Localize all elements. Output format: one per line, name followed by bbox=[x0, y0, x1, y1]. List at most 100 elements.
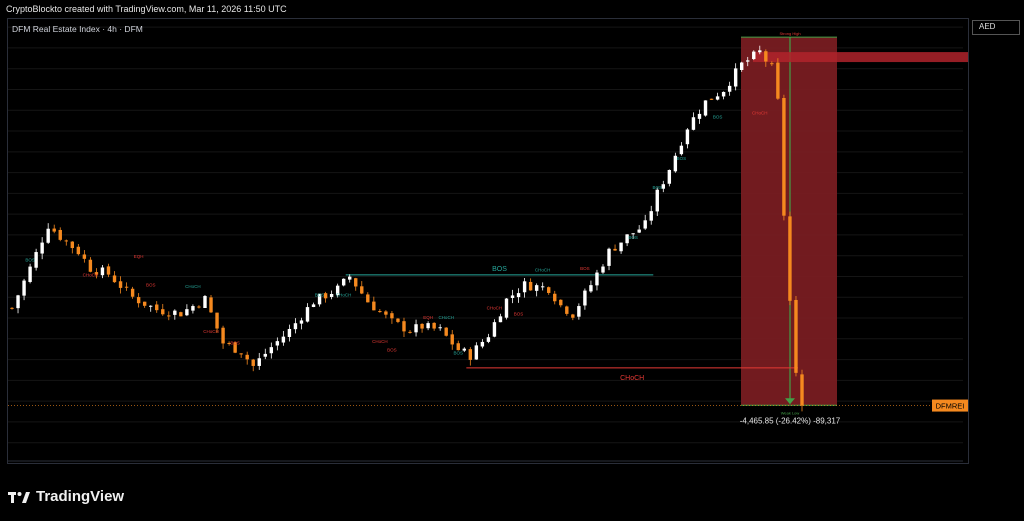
structure-label: BOS bbox=[387, 347, 397, 352]
candle-body bbox=[486, 337, 491, 342]
candle-body bbox=[498, 316, 503, 323]
chart-credit: CryptoBlockto created with TradingView.c… bbox=[6, 4, 287, 14]
candle-body bbox=[607, 248, 611, 266]
candle-body bbox=[191, 306, 195, 311]
candle-body bbox=[281, 336, 286, 343]
candle-body bbox=[679, 145, 684, 155]
candle-body bbox=[263, 353, 267, 357]
candle-body bbox=[203, 296, 207, 309]
candle-body bbox=[480, 341, 485, 347]
candle-body bbox=[112, 275, 117, 283]
symbol-badge-text: DFMREI bbox=[936, 402, 965, 411]
candle-body bbox=[595, 272, 599, 286]
candle-body bbox=[233, 342, 237, 353]
structure-label: CHoCH bbox=[438, 315, 454, 320]
candle-body bbox=[727, 85, 732, 92]
structure-label: CHoCH bbox=[487, 306, 503, 311]
candle-body bbox=[106, 266, 111, 275]
chart-area[interactable]: Strong High Weak Low -4,465.85 (-26.42%) -… bbox=[7, 18, 969, 464]
candle-body bbox=[540, 286, 545, 288]
structure-label: EQH bbox=[423, 315, 433, 320]
candle-body bbox=[10, 307, 14, 309]
candle-body bbox=[402, 321, 406, 332]
candle-body bbox=[293, 323, 298, 330]
tradingview-logo[interactable]: TradingView bbox=[8, 488, 124, 505]
structure-label: CHoCH bbox=[185, 284, 201, 289]
candle-body bbox=[209, 297, 213, 313]
candle-body bbox=[378, 311, 382, 313]
candle-body bbox=[414, 324, 418, 333]
candle-body bbox=[619, 242, 623, 252]
candle-body bbox=[528, 281, 533, 291]
structure-label: BOS bbox=[653, 185, 663, 190]
candle-body bbox=[432, 322, 436, 329]
candle-body bbox=[130, 288, 135, 297]
candle-body bbox=[438, 327, 442, 329]
candle-body bbox=[251, 359, 255, 366]
structure-label: BOS bbox=[514, 312, 524, 317]
candle-body bbox=[649, 211, 653, 221]
candle-body bbox=[149, 305, 153, 307]
candle-body bbox=[124, 286, 129, 288]
candle-body bbox=[534, 285, 539, 291]
candle-body bbox=[583, 290, 587, 306]
candle-body bbox=[70, 241, 75, 249]
candle-body bbox=[323, 293, 328, 299]
candle-body bbox=[185, 309, 189, 316]
candle-body bbox=[408, 331, 412, 333]
candle-body bbox=[474, 345, 479, 360]
candle-body bbox=[715, 96, 720, 100]
level-label: CHoCH bbox=[620, 375, 644, 382]
candle-body bbox=[354, 278, 358, 287]
candle-body bbox=[161, 309, 165, 315]
candle-body bbox=[142, 301, 147, 306]
candle-body bbox=[88, 259, 93, 272]
candle-body bbox=[329, 293, 334, 297]
candle-body bbox=[655, 189, 659, 212]
candle-body bbox=[661, 184, 665, 189]
candle-body bbox=[360, 286, 364, 294]
candle-body bbox=[788, 216, 792, 301]
candle-body bbox=[215, 312, 219, 329]
candle-body bbox=[800, 374, 804, 406]
candle-body bbox=[167, 315, 171, 317]
candle-body bbox=[764, 51, 768, 62]
currency-selector[interactable]: AED bbox=[972, 20, 1020, 35]
candle-body bbox=[390, 313, 394, 319]
candle-body bbox=[444, 327, 448, 336]
candle-body bbox=[691, 117, 696, 130]
candle-body bbox=[335, 285, 340, 296]
candle-body bbox=[673, 155, 678, 172]
candle-body bbox=[685, 129, 690, 145]
structure-label: BOS bbox=[230, 341, 240, 346]
candle-body bbox=[770, 63, 774, 65]
candle-body bbox=[287, 328, 292, 337]
symbol-label[interactable]: DFM Real Estate Index · 4h · DFM bbox=[12, 24, 143, 34]
candle-body bbox=[601, 266, 605, 273]
candle-body bbox=[269, 347, 274, 354]
structure-label: BOS bbox=[454, 351, 464, 356]
price-chart[interactable]: Strong High Weak Low-4,465.85 (-26.42%) -… bbox=[8, 19, 968, 463]
candle-body bbox=[456, 343, 460, 351]
candle-body bbox=[559, 299, 563, 306]
candle-body bbox=[34, 252, 38, 268]
candle-body bbox=[577, 306, 581, 317]
candle-body bbox=[58, 229, 62, 240]
structure-label: CHoCH bbox=[535, 267, 551, 272]
structure-label: BOS bbox=[315, 292, 325, 297]
candle-body bbox=[299, 320, 304, 324]
candle-body bbox=[305, 307, 310, 322]
candle-body bbox=[76, 246, 81, 255]
position-arrowhead bbox=[785, 398, 795, 405]
structure-label: BOS bbox=[628, 235, 638, 240]
candle-body bbox=[703, 100, 708, 116]
candle-body bbox=[794, 299, 798, 373]
supply-zone bbox=[753, 52, 968, 63]
candle-body bbox=[40, 242, 44, 254]
structure-label: BOS bbox=[677, 156, 687, 161]
candle-body bbox=[697, 113, 702, 119]
candle-body bbox=[46, 228, 50, 243]
candle-body bbox=[384, 311, 388, 315]
candle-body bbox=[136, 297, 141, 304]
candle-body bbox=[510, 295, 515, 298]
